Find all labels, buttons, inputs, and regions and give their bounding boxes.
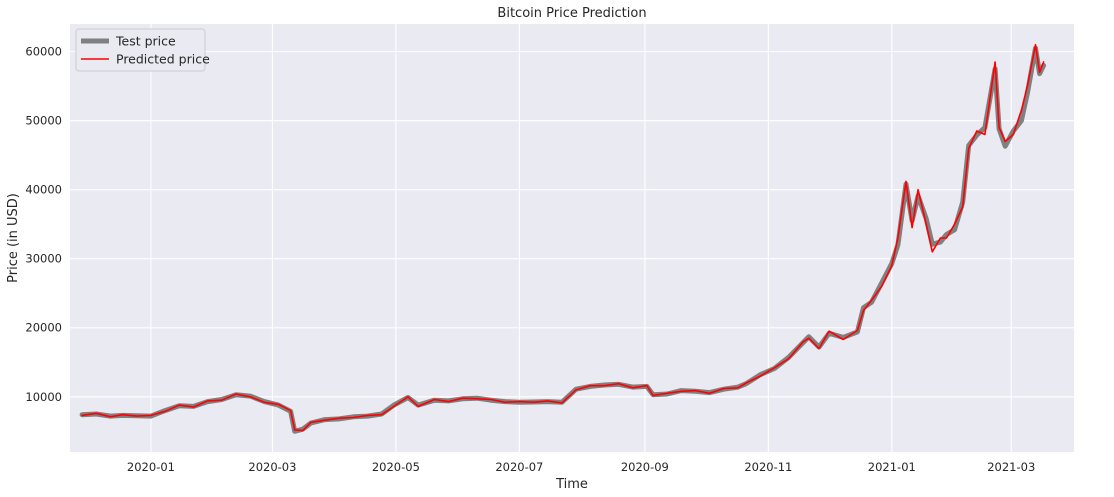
legend-label: Predicted price — [116, 52, 210, 67]
y-tick-label: 20000 — [25, 321, 62, 335]
chart-title: Bitcoin Price Prediction — [497, 6, 646, 21]
x-tick-label: 2021-01 — [868, 460, 916, 474]
x-tick-label: 2020-03 — [248, 460, 296, 474]
legend-label: Test price — [115, 34, 176, 49]
grid — [70, 24, 1074, 452]
y-tick-label: 60000 — [25, 45, 62, 59]
x-tick-label: 2020-07 — [495, 460, 543, 474]
x-tick-label: 2021-03 — [987, 460, 1035, 474]
x-tick-label: 2020-11 — [744, 460, 792, 474]
series-group — [79, 43, 1047, 434]
y-tick-label: 50000 — [25, 114, 62, 128]
y-tick-label: 10000 — [25, 390, 62, 404]
predicted-price-line — [81, 43, 1045, 432]
plot-area — [70, 24, 1074, 452]
x-tick-label: 2020-09 — [621, 460, 669, 474]
legend: Test price Predicted price — [75, 28, 210, 72]
x-tick-label: 2020-05 — [372, 460, 420, 474]
x-axis-label: Time — [555, 477, 588, 492]
x-tick-label: 2020-01 — [127, 460, 175, 474]
tick-labels: 2020-01 2020-03 2020-05 2020-07 2020-09 2020-… — [25, 45, 1035, 474]
y-tick-label: 30000 — [25, 252, 62, 266]
y-tick-label: 40000 — [25, 183, 62, 197]
y-axis-label: Price (in USD) — [6, 193, 21, 283]
